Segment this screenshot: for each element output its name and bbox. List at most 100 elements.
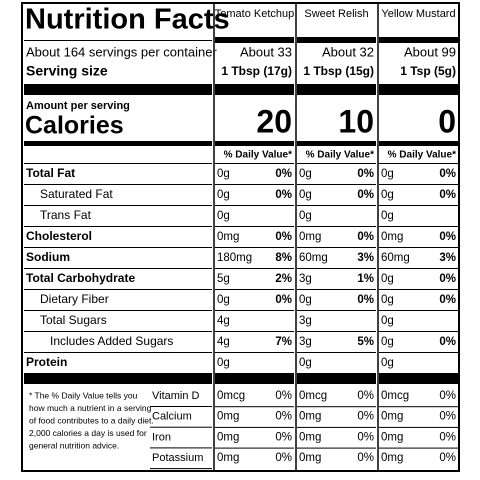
footnote-line: * The % Daily Value tells you bbox=[29, 390, 138, 400]
nutrient-dv: 1% bbox=[357, 273, 374, 285]
rule bbox=[297, 289, 376, 290]
vitamin-amount: 0mg bbox=[217, 411, 239, 423]
rule bbox=[24, 141, 212, 146]
nutrient-dv: 0% bbox=[439, 189, 456, 201]
rule bbox=[297, 141, 376, 146]
vitamin-amount: 0mg bbox=[217, 452, 239, 464]
rule bbox=[379, 226, 458, 227]
label-border bbox=[21, 2, 460, 472]
calories: 0 bbox=[438, 103, 456, 139]
nutrient-dv: 0% bbox=[439, 168, 456, 180]
rule bbox=[297, 331, 376, 332]
rule bbox=[24, 226, 212, 227]
nutrient-label: Total Sugars bbox=[40, 313, 107, 327]
rule bbox=[379, 84, 458, 95]
rule bbox=[297, 447, 376, 449]
nutrient-amount: 0g bbox=[217, 294, 230, 306]
nutrient-dv: 0% bbox=[439, 294, 456, 306]
vitamin-dv: 0% bbox=[357, 411, 374, 423]
rule bbox=[379, 247, 458, 248]
rule bbox=[215, 205, 294, 206]
rule bbox=[24, 352, 212, 353]
rule bbox=[24, 310, 212, 311]
vitamin-amount: 0mg bbox=[299, 411, 321, 423]
nutrient-amount: 0g bbox=[381, 168, 394, 180]
rule bbox=[297, 268, 376, 269]
serving-size-label: Serving size bbox=[26, 63, 108, 79]
rule bbox=[379, 406, 458, 408]
rule bbox=[297, 163, 376, 164]
rule bbox=[379, 289, 458, 290]
footnote-line: general nutrition advice. bbox=[29, 440, 119, 450]
vitamin-dv: 0% bbox=[357, 452, 374, 464]
rule bbox=[215, 247, 294, 248]
nutrient-amount: 0mg bbox=[381, 231, 403, 243]
rule bbox=[379, 331, 458, 332]
nutrient-amount: 3g bbox=[299, 273, 312, 285]
rule bbox=[215, 447, 294, 449]
nutrient-amount: 0g bbox=[381, 336, 394, 348]
servings-per-container: About 164 servings per container bbox=[26, 44, 217, 59]
rule bbox=[379, 352, 458, 353]
rule bbox=[215, 268, 294, 269]
nutrient-amount: 0g bbox=[299, 294, 312, 306]
nutrient-dv: 0% bbox=[275, 294, 292, 306]
nutrient-amount: 0g bbox=[381, 357, 394, 369]
nutrient-amount: 60mg bbox=[381, 252, 410, 264]
servings: About 99 bbox=[404, 44, 456, 59]
nutrient-dv: 0% bbox=[357, 189, 374, 201]
rule bbox=[215, 426, 294, 428]
vitamin-amount: 0mg bbox=[381, 411, 403, 423]
nutrient-amount: 0mg bbox=[299, 231, 321, 243]
nutrient-dv: 3% bbox=[439, 252, 456, 264]
rule bbox=[215, 406, 294, 408]
vitamin-dv: 0% bbox=[275, 452, 292, 464]
nutrient-label: Cholesterol bbox=[26, 229, 92, 243]
servings: About 33 bbox=[240, 44, 292, 59]
rule bbox=[297, 373, 376, 384]
nutrient-dv: 5% bbox=[357, 336, 374, 348]
nutrient-amount: 0g bbox=[217, 210, 230, 222]
rule bbox=[215, 331, 294, 332]
calories: 10 bbox=[338, 103, 374, 139]
rule bbox=[24, 84, 212, 95]
servings: About 32 bbox=[322, 44, 374, 59]
rule bbox=[24, 373, 212, 384]
vitamin-dv: 0% bbox=[357, 431, 374, 443]
vitamin-label: Iron bbox=[152, 431, 171, 443]
rule bbox=[379, 373, 458, 384]
nutrient-dv: 0% bbox=[439, 231, 456, 243]
nutrient-label: Total Carbohydrate bbox=[26, 271, 135, 285]
rule bbox=[297, 352, 376, 353]
nutrient-dv: 0% bbox=[439, 273, 456, 285]
vitamin-amount: 0mg bbox=[299, 452, 321, 464]
footnote-line: 2,000 calories a day is used for bbox=[29, 428, 147, 438]
nutrient-amount: 0g bbox=[381, 210, 394, 222]
nutrient-label: Total Fat bbox=[26, 166, 75, 180]
vitamin-amount: 0mg bbox=[381, 452, 403, 464]
rule bbox=[24, 163, 212, 164]
rule bbox=[379, 184, 458, 185]
nutrient-amount: 0g bbox=[381, 315, 394, 327]
rule bbox=[215, 310, 294, 311]
rule bbox=[297, 406, 376, 408]
vitamin-dv: 0% bbox=[275, 390, 292, 402]
product-name: Yellow Mustard bbox=[381, 8, 455, 20]
rule bbox=[24, 331, 212, 332]
nutrient-amount: 60mg bbox=[299, 252, 328, 264]
vitamin-label: Vitamin D bbox=[152, 390, 200, 402]
rule bbox=[297, 310, 376, 311]
nutrient-amount: 4g bbox=[217, 315, 230, 327]
rule bbox=[379, 310, 458, 311]
vitamin-label: Calcium bbox=[152, 411, 192, 423]
serving-size: 1 Tbsp (17g) bbox=[221, 64, 292, 78]
nutrient-amount: 180mg bbox=[217, 252, 252, 264]
calories-label: Calories bbox=[25, 112, 124, 140]
product-name: Sweet Relish bbox=[304, 8, 368, 20]
rule bbox=[24, 289, 212, 290]
rule bbox=[215, 373, 294, 384]
rule bbox=[215, 352, 294, 353]
rule bbox=[379, 141, 458, 146]
nutrient-dv: 7% bbox=[275, 336, 292, 348]
nutrient-dv: 0% bbox=[275, 231, 292, 243]
